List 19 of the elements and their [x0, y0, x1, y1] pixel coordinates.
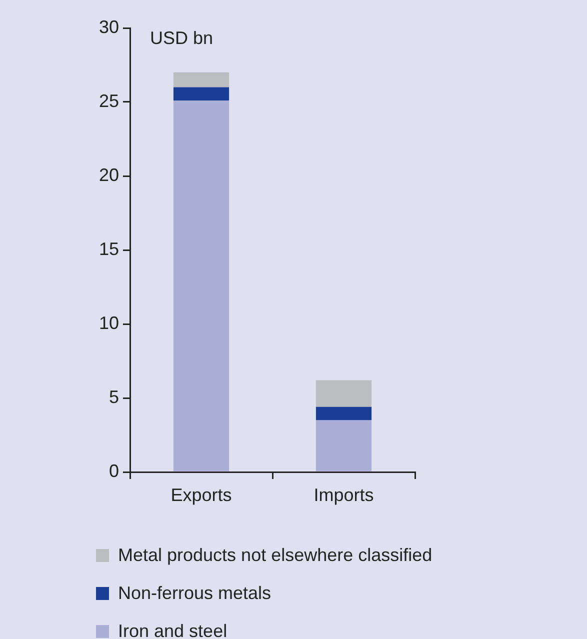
bar [173, 87, 230, 101]
y-axis-title: USD bn [150, 28, 214, 48]
bar [173, 72, 230, 88]
x-tick-label: Exports [170, 484, 232, 505]
y-tick-label: 20 [98, 164, 119, 185]
y-tick-label: 0 [108, 460, 119, 481]
x-tick-label: Imports [314, 484, 374, 505]
bar [316, 420, 372, 472]
bar [316, 406, 372, 420]
bar [316, 380, 372, 407]
y-tick-label: 25 [98, 90, 119, 111]
y-tick-label: 5 [108, 386, 119, 407]
legend-label: Non-ferrous metals [118, 582, 272, 604]
y-tick-label: 15 [98, 238, 119, 259]
y-tick-label: 10 [98, 312, 119, 333]
bar [173, 100, 230, 472]
legend-label: Metal products not elsewhere classified [118, 544, 432, 566]
y-tick-label: 30 [98, 16, 119, 37]
legend-label: Iron and steel [118, 620, 228, 639]
